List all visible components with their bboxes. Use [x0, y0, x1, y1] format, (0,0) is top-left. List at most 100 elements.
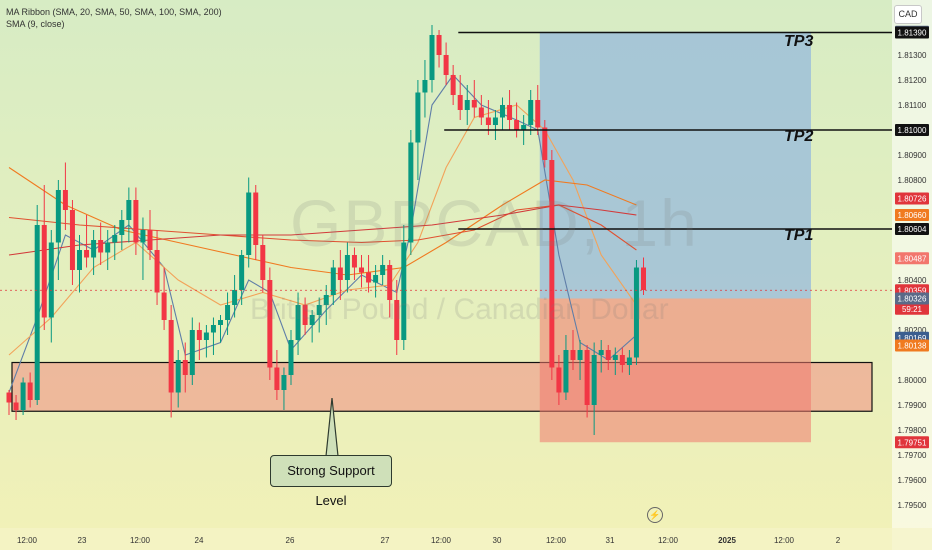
time-tick-label: 31 [606, 536, 615, 545]
candle-body [48, 242, 54, 318]
candle-body [549, 160, 555, 368]
candle-body [507, 105, 513, 120]
candle-body [478, 107, 484, 118]
price-label-bg [895, 209, 929, 221]
lightning-icon[interactable]: ⚡ [647, 507, 663, 523]
candle-body [450, 75, 456, 95]
indicator-legend[interactable]: MA Ribbon (SMA, 20, SMA, 50, SMA, 100, S… [6, 6, 222, 30]
candle-body [633, 267, 639, 358]
candle-body [500, 105, 505, 118]
candle-body [267, 280, 273, 368]
legend-ma-ribbon[interactable]: MA Ribbon (SMA, 20, SMA, 50, SMA, 100, S… [6, 7, 222, 17]
candle-body [605, 350, 611, 360]
candle-body [344, 255, 350, 280]
candle-body [619, 355, 625, 365]
price-tick-label: 1.79500 [898, 501, 927, 510]
candle-body [189, 330, 195, 375]
legend-sma[interactable]: SMA (9, close) [6, 19, 65, 29]
candle-body [309, 315, 315, 325]
price-tick-label: 1.81100 [898, 101, 927, 110]
candle-body [366, 272, 372, 283]
candle-body [429, 35, 435, 80]
watermark-symbol: GBPCAD, 1h [290, 186, 699, 260]
candle-body [182, 360, 188, 375]
price-label: 1.80326 [898, 295, 927, 304]
price-label: 1.80169 [898, 334, 927, 343]
price-label-bg [895, 192, 929, 205]
candle-body [154, 250, 160, 293]
time-tick-label: 24 [195, 536, 204, 545]
candle-body [443, 55, 449, 75]
candle-body [98, 240, 104, 253]
candle-body [105, 242, 111, 253]
candle-body [556, 367, 562, 393]
price-label: 1.81390 [898, 29, 927, 38]
time-tick-label: 2025 [718, 536, 736, 545]
price-label: 59:21 [902, 305, 923, 314]
candle-body [330, 267, 336, 295]
candle-body [203, 332, 209, 340]
price-label-bg [895, 339, 929, 352]
candle-body [436, 35, 442, 55]
candle-body [210, 325, 216, 333]
candle-body [133, 200, 139, 243]
price-label: 1.80487 [898, 254, 927, 263]
candle-body [225, 305, 231, 320]
support-callout: Strong Support Level [270, 455, 392, 508]
price-label-bg [895, 436, 929, 449]
currency-badge[interactable]: CAD [894, 5, 922, 24]
candle-body [457, 95, 463, 110]
price-label-bg [895, 26, 929, 39]
candle-body [485, 117, 491, 125]
price-label: 1.80660 [898, 211, 927, 220]
tp2-label: TP2 [784, 128, 814, 145]
price-label: 1.81000 [898, 126, 927, 135]
candle-body [6, 392, 12, 403]
price-tick-label: 1.79600 [898, 476, 927, 485]
candle-body [471, 100, 477, 108]
time-tick-label: 12:00 [546, 536, 567, 545]
callout-pointer [325, 397, 339, 457]
candle-body [591, 355, 597, 405]
candle-body [119, 220, 125, 235]
candle-body [91, 240, 97, 258]
candle-body [281, 375, 287, 390]
time-tick-label: 23 [78, 536, 87, 545]
candle-body [408, 142, 414, 243]
time-tick-label: 12:00 [431, 536, 452, 545]
candle-body [232, 290, 238, 305]
time-tick-label: 26 [286, 536, 295, 545]
price-label-bg [895, 292, 929, 305]
candle-body [27, 382, 33, 400]
candle-body [55, 190, 61, 243]
price-label-bg [895, 223, 929, 235]
candle-body [528, 100, 534, 125]
price-label: 1.80359 [898, 286, 927, 295]
candle-body [415, 92, 421, 143]
candle-body [464, 100, 470, 110]
candle-body [577, 350, 583, 360]
candle-body [147, 230, 153, 250]
candle-body [514, 120, 520, 130]
candle-body [260, 245, 266, 280]
candle-body [140, 230, 146, 243]
candle-body [34, 225, 40, 400]
candle-body [422, 80, 428, 93]
candle-body [323, 295, 329, 305]
candle-body [584, 350, 590, 405]
ma-line-sma-200 [8, 204, 637, 256]
candle-body [563, 350, 569, 393]
zone-profit [539, 31, 811, 299]
candle-body [373, 275, 379, 283]
candle-body [41, 225, 47, 318]
candle-body [253, 192, 259, 245]
price-tick-label: 1.80200 [898, 326, 927, 335]
candle-body [69, 210, 75, 270]
price-label: 1.79751 [898, 438, 927, 447]
time-tick-label: 2 [836, 536, 841, 545]
candle-body [126, 200, 132, 220]
time-tick-label: 27 [381, 536, 390, 545]
candle-body [13, 402, 19, 410]
